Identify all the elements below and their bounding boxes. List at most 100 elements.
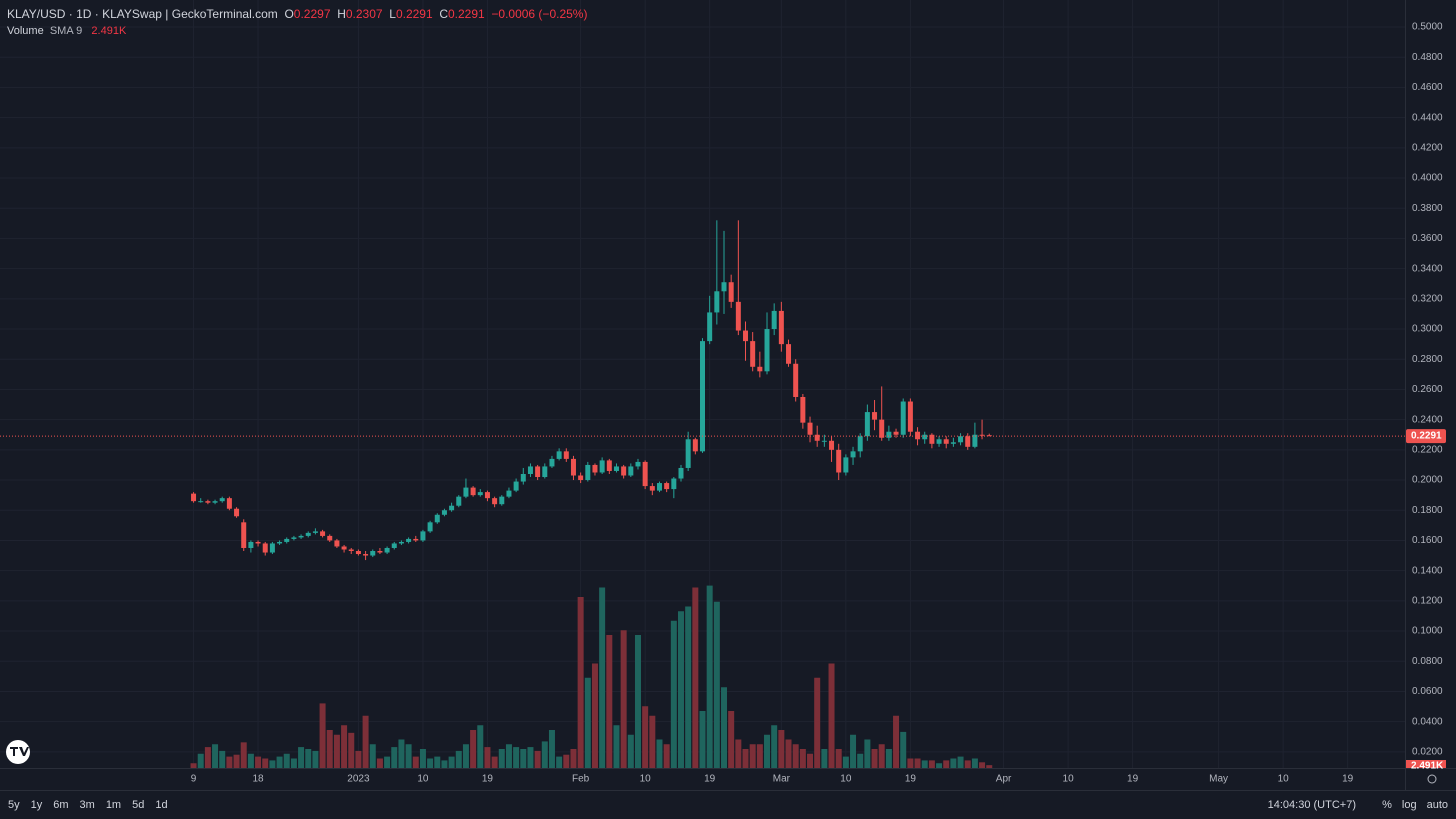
ohlc-label: L	[389, 7, 396, 21]
volume-bar	[778, 730, 785, 768]
candle-body	[800, 396, 806, 423]
candle-body	[836, 449, 842, 473]
candle-body	[771, 310, 777, 330]
volume-bar	[333, 734, 340, 768]
y-tick-label: 0.3600	[1412, 233, 1443, 244]
symbol-title[interactable]: KLAY/USD · 1D · KLAYSwap | GeckoTerminal…	[7, 7, 278, 21]
symbol-row: KLAY/USD · 1D · KLAYSwap | GeckoTerminal…	[7, 6, 587, 23]
volume-bar	[520, 749, 527, 768]
candle-body	[843, 457, 849, 473]
range-button[interactable]: 1d	[155, 799, 168, 811]
candle-body	[549, 458, 555, 467]
volume-bar	[190, 763, 197, 768]
range-button[interactable]: 3m	[79, 799, 95, 811]
volume-bar	[699, 711, 706, 768]
y-tick-label: 0.3200	[1412, 293, 1443, 304]
candle-body	[348, 549, 354, 552]
scale-option[interactable]: log	[1401, 799, 1417, 811]
candle-body	[786, 344, 792, 364]
volume-bar	[986, 765, 993, 768]
candle-body	[463, 487, 469, 497]
range-button[interactable]: 5y	[8, 799, 20, 811]
volume-bar	[957, 756, 964, 768]
y-tick-label: 0.1400	[1412, 565, 1443, 576]
candle-body	[520, 473, 526, 482]
volume-bar	[513, 747, 520, 768]
volume-bar	[663, 744, 670, 768]
volume-bar	[362, 715, 369, 768]
x-tick-label: 10	[1063, 774, 1075, 785]
candle-body	[628, 466, 634, 476]
range-button[interactable]: 1m	[105, 799, 122, 811]
volume-pane	[190, 585, 993, 768]
change: −0.0006 (−0.25%)	[491, 7, 588, 21]
candle-body	[370, 551, 376, 556]
candle-body	[900, 401, 906, 435]
volume-bar	[298, 747, 305, 768]
volume-bar	[556, 756, 563, 768]
candle-body	[226, 498, 232, 509]
candle-body	[427, 522, 433, 532]
candle-body	[420, 531, 426, 541]
candle-body	[915, 431, 921, 440]
volume-bar	[226, 756, 233, 768]
volume-bar	[441, 760, 448, 768]
y-tick-label: 0.2200	[1412, 444, 1443, 455]
candle-body	[757, 366, 763, 372]
gear[interactable]	[1427, 774, 1437, 784]
x-tick-label: 10	[840, 774, 852, 785]
y-tick-label: 0.1200	[1412, 595, 1443, 606]
range-button[interactable]: 6m	[53, 799, 69, 811]
x-tick-label: 19	[704, 774, 716, 785]
x-tick-label: 10	[1278, 774, 1290, 785]
volume-bar	[850, 734, 857, 768]
volume-bar	[412, 756, 419, 768]
volume-bar	[599, 587, 606, 768]
y-tick-label: 0.1800	[1412, 505, 1443, 516]
scale-option[interactable]: auto	[1426, 799, 1448, 811]
candle-body	[814, 434, 820, 441]
candle-body	[807, 422, 813, 435]
volume-bar	[749, 744, 756, 768]
volume-bar	[742, 749, 749, 768]
y-tick-label: 0.1000	[1412, 626, 1443, 637]
candle-body	[413, 538, 419, 541]
range-button[interactable]: 5d	[132, 799, 145, 811]
legend: KLAY/USD · 1D · KLAYSwap | GeckoTerminal…	[7, 6, 587, 40]
y-tick-label: 0.4000	[1412, 173, 1443, 184]
volume-bar	[649, 715, 656, 768]
volume-bar	[964, 760, 971, 768]
candle-body	[284, 538, 290, 542]
candle-body	[391, 543, 397, 548]
volume-bar	[240, 742, 247, 768]
volume-bar	[283, 753, 290, 768]
volume-bar	[505, 744, 512, 768]
candle-body	[972, 434, 978, 447]
volume-bar	[290, 758, 297, 768]
range-button[interactable]: 1y	[30, 799, 43, 811]
scale-option[interactable]: %	[1382, 799, 1392, 811]
candle-body	[714, 291, 720, 313]
candle-body	[656, 483, 662, 491]
candle-body	[492, 498, 498, 505]
y-tick-label: 0.5000	[1412, 22, 1443, 33]
volume-bar	[319, 703, 326, 768]
volume-bar	[391, 747, 398, 768]
volume-bar	[885, 749, 892, 768]
candle-body	[277, 541, 283, 544]
candle-body	[384, 547, 390, 553]
candle-body	[513, 481, 519, 491]
volume-bar	[491, 756, 498, 768]
x-tick-label: 2023	[347, 774, 370, 785]
x-tick-label: 10	[640, 774, 652, 785]
candle-body	[327, 535, 333, 541]
volume-bar	[928, 760, 935, 768]
settings-icon[interactable]	[1427, 774, 1437, 784]
volume-bar	[950, 758, 957, 768]
indicator-name[interactable]: Volume	[7, 25, 44, 37]
candle-body	[398, 541, 404, 544]
last-price-tag	[1406, 429, 1446, 444]
candle-body	[721, 282, 727, 292]
x-tick-label: Apr	[996, 774, 1012, 785]
candle-body	[936, 439, 942, 444]
